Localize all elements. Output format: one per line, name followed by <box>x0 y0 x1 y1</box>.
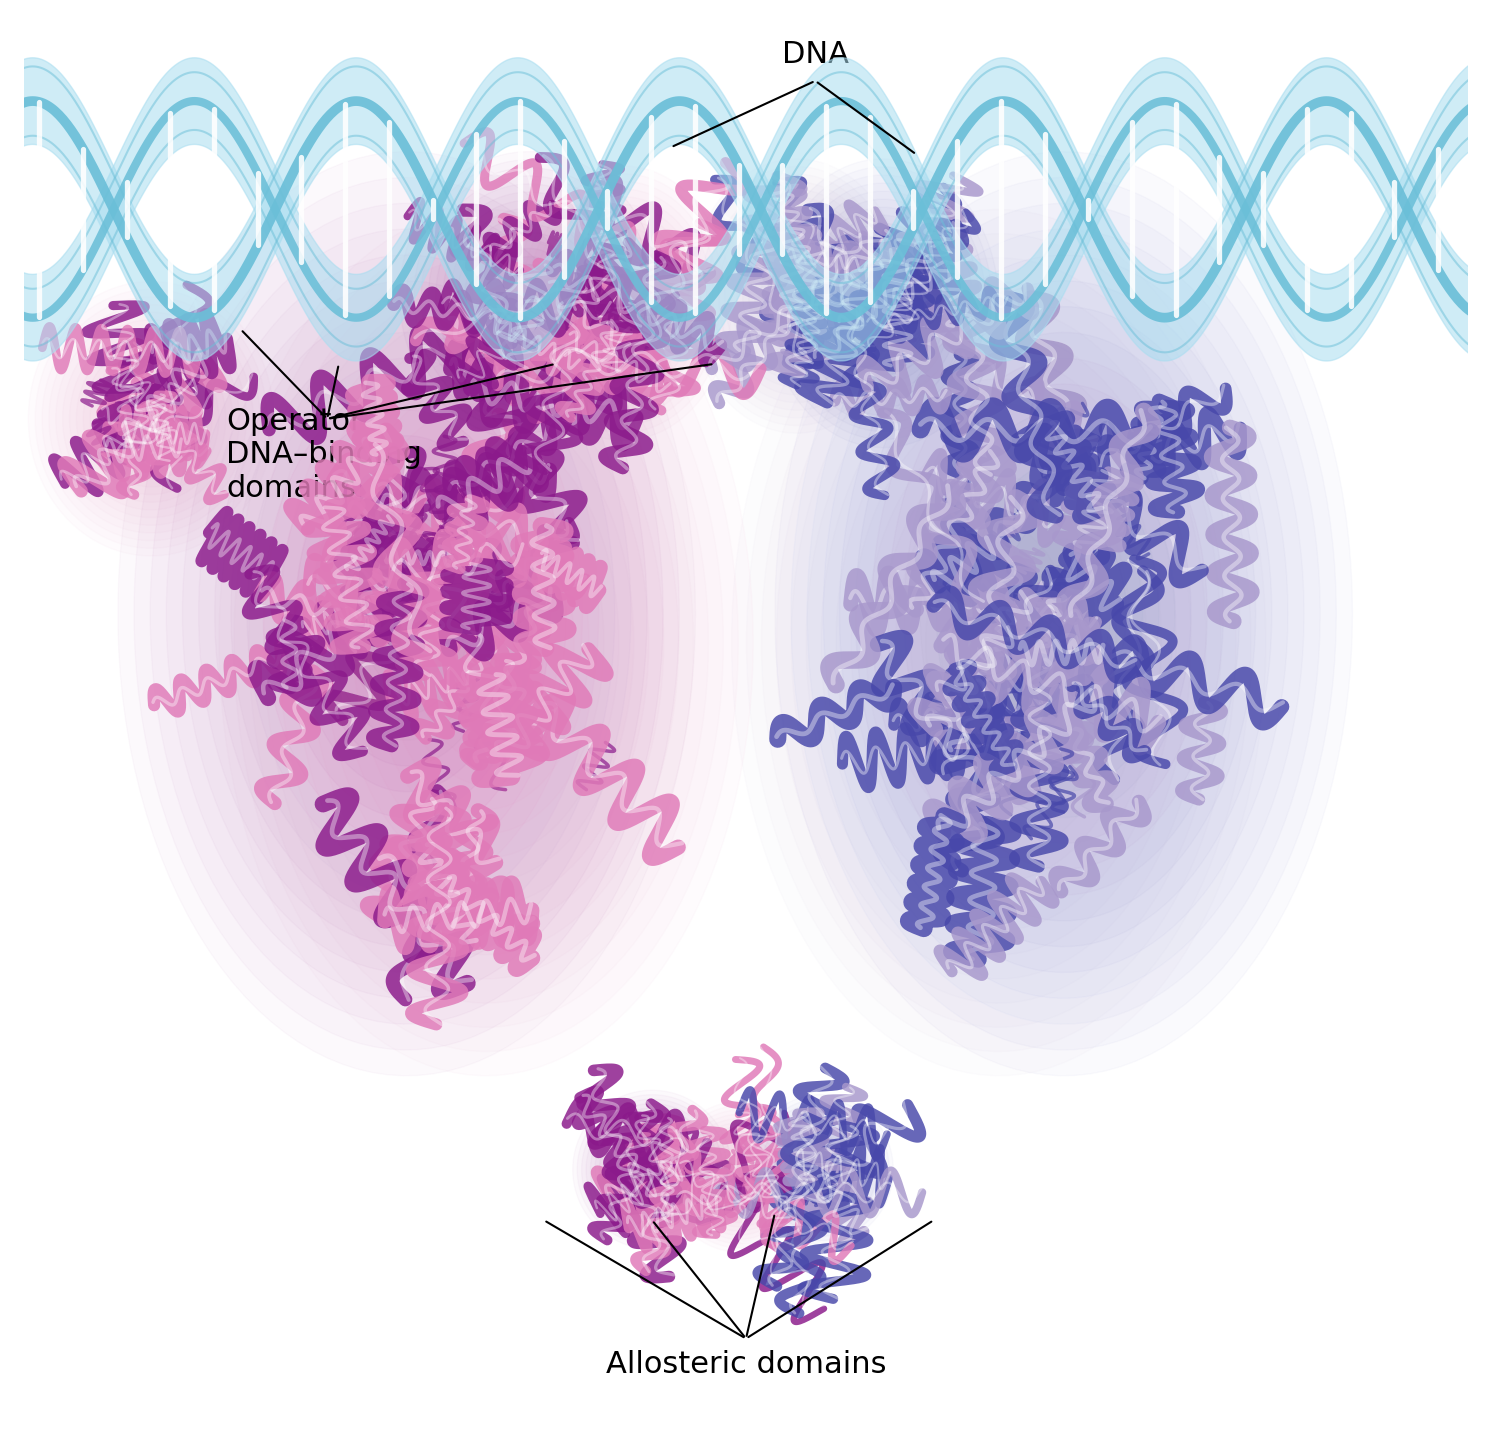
Text: Allosteric domains: Allosteric domains <box>606 1350 886 1379</box>
Text: Operator
DNA–binding
domains: Operator DNA–binding domains <box>227 407 422 503</box>
Text: DNA: DNA <box>782 40 849 69</box>
